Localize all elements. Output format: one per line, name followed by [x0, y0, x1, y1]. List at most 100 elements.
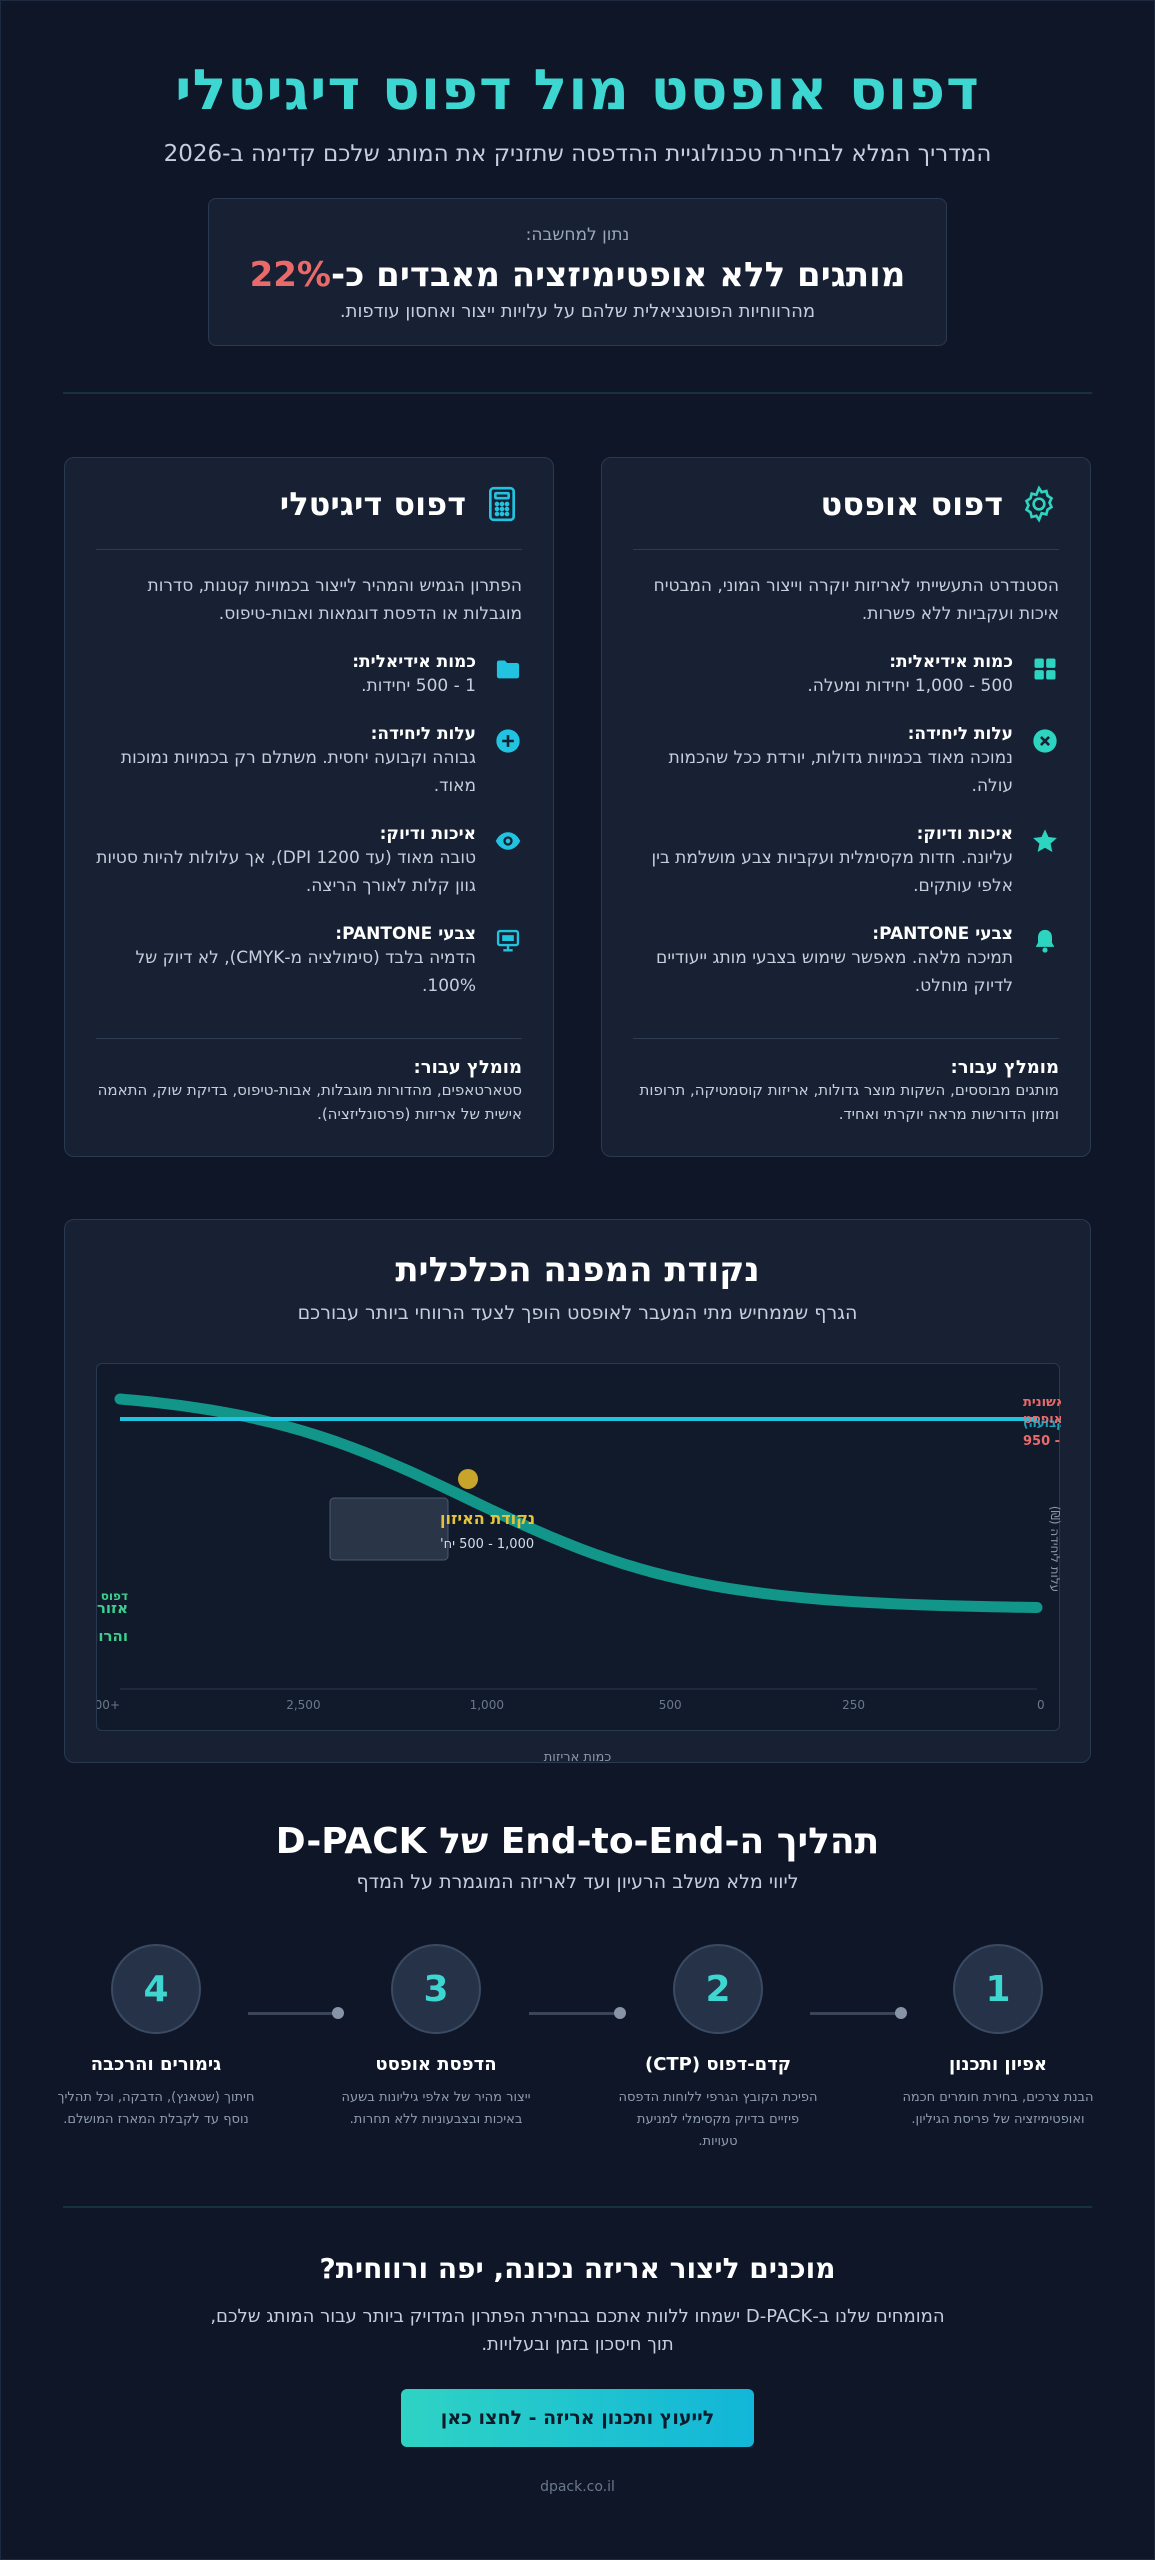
monitor-icon	[496, 929, 520, 952]
feature-text: תמיכה מלאה. מאפשר שימוש בצבעי מותג ייעוד…	[656, 948, 1013, 996]
step-number: 4	[111, 1944, 201, 2034]
chart-area: 0 250 500 1,000 2,500 +5,000 נקודת האיזון 1,0…	[96, 1363, 1061, 1731]
x-tick-label: 1,000	[470, 1698, 504, 1712]
step-connector	[810, 2012, 900, 2015]
grid-icon	[1034, 658, 1056, 680]
feature-text: נמוכה מאוד בכמויות גדולות, יורדת ככל שהכ…	[668, 748, 1013, 796]
step-connector-dot	[332, 2007, 344, 2019]
folder-icon	[496, 660, 520, 679]
setup-label-3: ₪ 2,900 - 950	[1023, 1434, 1061, 1449]
feature-title: עלות ליחידה:	[370, 724, 476, 744]
step-title: אפיון ותכנון	[948, 2054, 1048, 2075]
process-step-4: 4 גימורים והרכבה חיתוך (שטאנץ), הדבקה, ו…	[56, 1944, 256, 2131]
footer-site[interactable]: dpack.co.il	[540, 2479, 615, 2495]
divider	[63, 392, 1092, 394]
chart-svg: 0 250 500 1,000 2,500 +5,000 נקודת האיזון 1,0…	[97, 1393, 1061, 1712]
offset-card-header: דפוס אופסט	[633, 458, 1059, 550]
feature-title: כמות אידיאלית:	[889, 652, 1013, 672]
chart-section: נקודת המפנה הכלכלית הגרף שממחיש מתי המעב…	[64, 1219, 1091, 1763]
offset-feature-quantity: כמות אידיאלית: 500 - 1,000 יחידות ומעלה.	[633, 652, 1059, 700]
setup-label-2: בלוחות אופסט	[1023, 1412, 1061, 1427]
digital-card-header: דפוס דיגיטלי	[96, 458, 522, 550]
offset-series-label: דפוס אופסט (עלות יורדת)	[97, 1589, 128, 1603]
feature-text: טובה מאוד (עד 1200 DPI), אך עלולות להיות…	[96, 848, 476, 896]
process-step-3: 3 הדפסת אופסט ייצור מהיר של אלפי גיליונו…	[336, 1944, 536, 2131]
x-tick-group: 0 250 500 1,000 2,500 +5,000	[97, 1698, 1045, 1712]
savings-label-1: אזור החיסכון	[97, 1599, 128, 1617]
stat-headline-text: מותגים ללא אופטימיזציה מאבדים כ-	[330, 255, 906, 295]
feature-title: כמות אידיאלית:	[352, 652, 476, 672]
stat-box: נתון למחשבה: מותגים ללא אופטימיזציה מאבד…	[208, 198, 947, 346]
process-title: תהליך ה-End-to-End של D-PACK	[275, 1821, 880, 1862]
star-icon	[1033, 829, 1057, 852]
y-axis-label: עלות ליחידה (₪)	[1048, 1506, 1061, 1592]
step-number: 2	[673, 1944, 763, 2034]
x-tick-label: 500	[659, 1698, 682, 1712]
process-subtitle: ליווי מלא משלב הרעיון ועד לאריזה המוגמרת…	[356, 1871, 799, 1893]
plus-circle-icon	[496, 729, 520, 753]
offset-series-line	[114, 1393, 1043, 1613]
stat-sub: מהרווחיות הפוטנציאלית שלהם על עלויות ייצ…	[339, 301, 816, 322]
offset-recommendation: מומלץ עבור: מותגים מבוססים, השקות מוצר ג…	[633, 1038, 1059, 1126]
stat-percent: 22%	[249, 255, 331, 295]
consult-cta-button[interactable]: לייעוץ ותכנון אריזה - לחצו כאן	[401, 2389, 754, 2447]
rec-text: מותגים מבוססים, השקות מוצר גדולות, אריזו…	[639, 1081, 1060, 1123]
rec-title: מומלץ עבור:	[950, 1057, 1059, 1078]
feature-title: צבעי PANTONE:	[335, 924, 476, 944]
feature-text: 500 - 1,000 יחידות ומעלה.	[807, 676, 1013, 696]
balance-tooltip: נקודת האיזון 1,000 - 500 יח'	[329, 1497, 535, 1561]
process-step-1: 1 אפיון ותכנון הבנת צרכים, בחירת חומרים …	[898, 1944, 1098, 2131]
step-title: גימורים והרכבה	[90, 2054, 222, 2075]
feature-text: 1 - 500 יחידות.	[361, 676, 476, 696]
offset-card: דפוס אופסט הסטנדרט התעשייתי לאריזות יוקר…	[601, 457, 1091, 1157]
x-tick-label: +5,000	[97, 1698, 120, 1712]
calculator-icon	[489, 486, 515, 521]
offset-feature-pantone: צבעי PANTONE: תמיכה מלאה. מאפשר שימוש בצ…	[633, 924, 1059, 1000]
digital-recommendation: מומלץ עבור: סטארטאפים, מהדורות מוגבלות, …	[96, 1038, 522, 1126]
bell-icon	[1035, 929, 1055, 953]
step-title: קדם-דפוס (CTP)	[644, 2054, 792, 2075]
step-connector-dot	[614, 2007, 626, 2019]
x-tick-label: 250	[842, 1698, 865, 1712]
page-subtitle: המדריך המלא לבחירת טכנולוגיית ההדפסה שתז…	[163, 141, 992, 167]
offset-feature-quality: איכות ודיוק: עליונה. חדות מקסימלית ועקבי…	[633, 824, 1059, 900]
balance-title: נקודת האיזון	[440, 1509, 535, 1528]
eye-icon	[495, 832, 521, 850]
digital-card-description: הפתרון הגמיש והמהיר לייצור בכמויות קטנות…	[147, 576, 522, 624]
step-connector	[529, 2012, 619, 2015]
stat-label: נתון למחשבה:	[525, 225, 630, 245]
digital-feature-pantone: צבעי PANTONE: הדמיה בלבד (סימולציה מ-CMY…	[96, 924, 522, 1000]
feature-title: איכות ודיוק:	[379, 824, 476, 844]
step-connector	[248, 2012, 338, 2015]
hero: דפוס אופסט מול דפוס דיגיטלי המדריך המלא …	[0, 58, 1155, 167]
offset-card-title: דפוס אופסט	[820, 484, 1003, 523]
offset-card-description: הסטנדרט התעשייתי לאריזות יוקרה וייצור המ…	[653, 576, 1059, 624]
digital-card-title: דפוס דיגיטלי	[279, 484, 466, 523]
digital-series-label: דפוס דיגיטלי (עלות קבועה)	[1023, 1416, 1061, 1430]
divider	[63, 2206, 1092, 2208]
step-title: הדפסת אופסט	[375, 2054, 497, 2075]
cta-text: המומחים שלנו ב-D-PACK ישמחו ללוות אתכם ב…	[210, 2306, 945, 2355]
coin-icon	[1033, 729, 1057, 753]
step-number: 3	[391, 1944, 481, 2034]
digital-feature-quality: איכות ודיוק: טובה מאוד (עד 1200 DPI), אך…	[96, 824, 522, 900]
x-tick-label: 0	[1037, 1698, 1045, 1712]
savings-label-2: והרווחיות המוגברת	[97, 1627, 128, 1645]
rec-title: מומלץ עבור:	[413, 1057, 522, 1078]
x-tick-label: 2,500	[286, 1698, 320, 1712]
balance-point-marker	[458, 1469, 478, 1489]
chart-title: נקודת המפנה הכלכלית	[395, 1250, 760, 1290]
rec-text: סטארטאפים, מהדורות מוגבלות, אבות-טיפוס, …	[97, 1081, 522, 1123]
step-text: הפיכת הקובץ הגרפי ללוחות הדפסה פיזיים בד…	[618, 2090, 818, 2149]
process-step-2: 2 קדם-דפוס (CTP) הפיכת הקובץ הגרפי ללוחו…	[618, 1944, 818, 2153]
chart-subtitle: הגרף שממחיש מתי המעבר לאופסט הופך לצעד ה…	[297, 1302, 858, 1324]
page-title: דפוס אופסט מול דפוס דיגיטלי	[175, 58, 980, 123]
feature-text: גבוהה וקבועה יחסית. משתלם רק בכמויות נמו…	[120, 748, 476, 796]
setup-label-1: השקעה ראשונית	[1023, 1395, 1061, 1410]
digital-card: דפוס דיגיטלי הפתרון הגמיש והמהיר לייצור …	[64, 457, 554, 1157]
step-number: 1	[953, 1944, 1043, 2034]
cta-title: מוכנים ליצור אריזה נכונה, יפה ורווחית?	[319, 2252, 836, 2285]
stat-headline: מותגים ללא אופטימיזציה מאבדים כ-22%	[209, 255, 946, 295]
step-text: ייצור מהיר של אלפי גיליונות בשעה באיכות …	[341, 2090, 531, 2127]
feature-title: עלות ליחידה:	[907, 724, 1013, 744]
